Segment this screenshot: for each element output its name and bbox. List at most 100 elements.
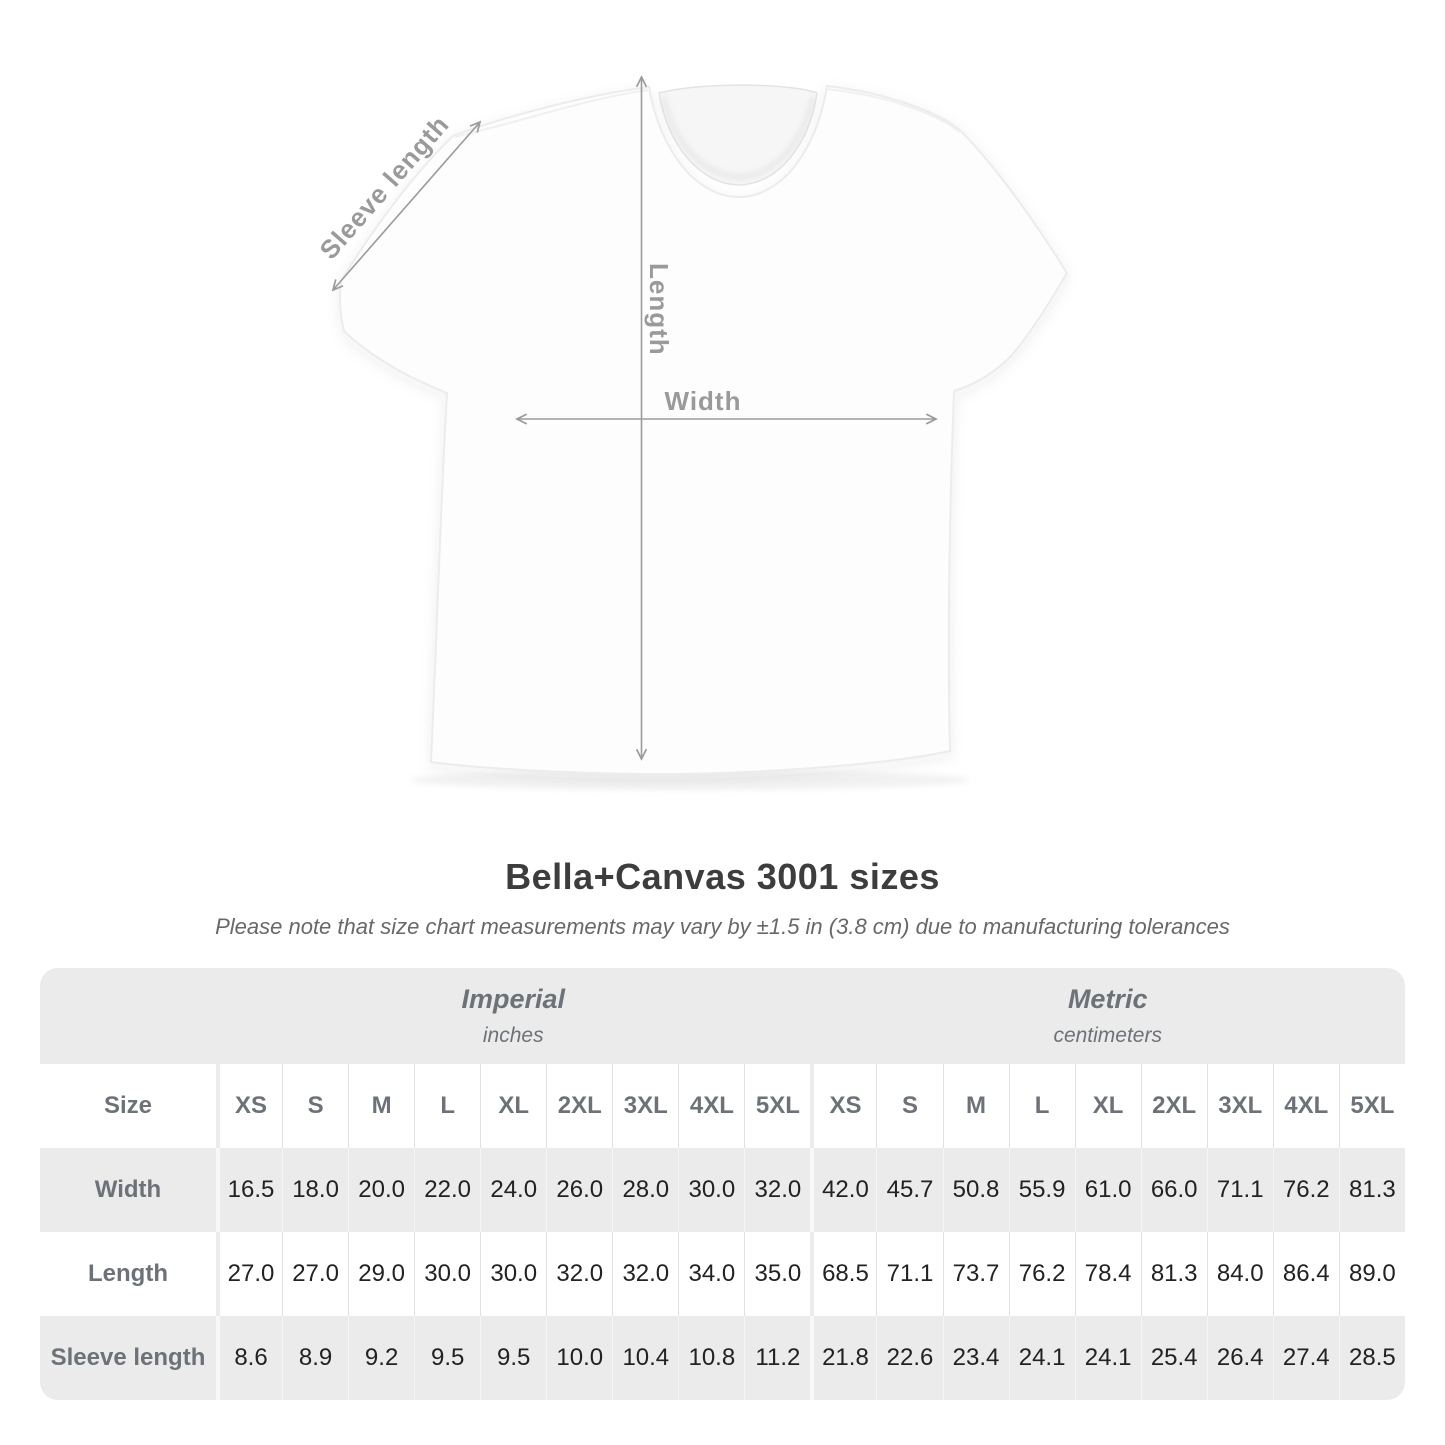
length-imperial-4xl: 34.0 [678,1232,744,1316]
length-imperial-xl: 30.0 [480,1232,546,1316]
collar-inner-shadow [660,96,816,180]
length-imperial-xs: 27.0 [216,1232,282,1316]
length-metric-3xl: 84.0 [1206,1232,1273,1316]
row-label-width: Width [94,1176,162,1203]
sleeve-length-metric-l: 24.1 [1008,1316,1075,1400]
size-col-metric-m: M [942,1064,1009,1148]
width-metric-4xl: 76.2 [1272,1148,1339,1232]
width-imperial-4xl: 30.0 [678,1148,744,1232]
measurement-row-length: Length 27.0 27.0 29.0 30.0 30.0 32.0 32.0 34.0 35… [40,1232,1405,1316]
tshirt-illustration [339,84,1069,790]
measurement-row-width: Width 16.5 18.0 20.0 22.0 24.0 26.0 28.0 30.0 32.… [40,1148,1405,1232]
length-metric-s: 71.1 [876,1232,942,1316]
width-metric-3xl: 71.1 [1206,1148,1273,1232]
size-col-imperial-m: M [348,1064,414,1148]
width-imperial-2xl: 26.0 [546,1148,612,1232]
sleeve-length-metric-xs: 21.8 [810,1316,876,1400]
length-metric-xs: 68.5 [810,1232,876,1316]
width-metric-m: 50.8 [942,1148,1009,1232]
size-col-imperial-2xl: 2XL [546,1064,612,1148]
metric-label: Metric [1067,984,1148,1014]
width-imperial-3xl: 28.0 [612,1148,678,1232]
length-imperial-l: 30.0 [414,1232,480,1316]
imperial-label: Imperial [461,984,565,1014]
length-imperial-s: 27.0 [282,1232,348,1316]
sleeve-length-metric-s: 22.6 [876,1316,942,1400]
size-col-imperial-xs: XS [216,1064,282,1148]
size-col-metric-xl: XL [1074,1064,1141,1148]
width-metric-2xl: 66.0 [1140,1148,1207,1232]
sleeve-length-metric-2xl: 25.4 [1140,1316,1207,1400]
size-col-metric-2xl: 2XL [1140,1064,1207,1148]
group-header-imperial: Imperial inches [216,968,811,1064]
tshirt-body [339,84,1069,776]
size-col-metric-s: S [876,1064,942,1148]
size-col-imperial-3xl: 3XL [612,1064,678,1148]
size-header-row: Size XS S M L XL 2XL 3XL 4XL 5XL XS S M L XL 2XL 3XL 4XL… [40,1064,1405,1148]
shoulder-seam-left [454,89,649,138]
size-chart-subtitle: Please note that size chart measurements… [215,914,1230,939]
sleeve-length-imperial-5xl: 11.2 [744,1316,810,1400]
sleeve-length-metric-3xl: 26.4 [1206,1316,1273,1400]
width-metric-l: 55.9 [1008,1148,1075,1232]
metric-unit-label: centimeters [1053,1024,1162,1047]
shoulder-seam-right [826,88,961,133]
width-imperial-s: 18.0 [282,1148,348,1232]
imperial-unit-label: inches [482,1024,544,1047]
length-metric-2xl: 81.3 [1140,1232,1207,1316]
size-table-wrap: Imperial inches Metric centimeters Size … [40,968,1405,1400]
size-col-metric-3xl: 3XL [1206,1064,1273,1148]
size-col-metric-l: L [1008,1064,1075,1148]
sleeve-length-imperial-xs: 8.6 [216,1316,282,1400]
width-label: Width [665,386,742,416]
width-metric-xl: 61.0 [1074,1148,1141,1232]
hem-shadow [410,770,970,790]
size-col-imperial-4xl: 4XL [678,1064,744,1148]
length-metric-xl: 78.4 [1074,1232,1141,1316]
sleeve-length-metric-xl: 24.1 [1074,1316,1141,1400]
length-imperial-m: 29.0 [348,1232,414,1316]
sleeve-length-imperial-m: 9.2 [348,1316,414,1400]
size-col-imperial-l: L [414,1064,480,1148]
size-table: Imperial inches Metric centimeters Size … [40,968,1405,1400]
group-header-spacer [40,968,216,1064]
width-imperial-l: 22.0 [414,1148,480,1232]
length-imperial-2xl: 32.0 [546,1232,612,1316]
width-metric-5xl: 81.3 [1338,1148,1405,1232]
sleeve-length-imperial-s: 8.9 [282,1316,348,1400]
sleeve-length-imperial-l: 9.5 [414,1316,480,1400]
size-header-label: Size [103,1092,153,1119]
sleeve-length-imperial-4xl: 10.8 [678,1316,744,1400]
size-col-imperial-5xl: 5XL [744,1064,810,1148]
sleeve-length-imperial-3xl: 10.4 [612,1316,678,1400]
row-label-length: Length [88,1260,168,1287]
length-imperial-3xl: 32.0 [612,1232,678,1316]
group-header-metric: Metric centimeters [810,968,1405,1064]
size-col-imperial-s: S [282,1064,348,1148]
size-col-metric-5xl: 5XL [1338,1064,1405,1148]
size-chart-title: Bella+Canvas 3001 sizes [505,856,940,897]
width-imperial-xs: 16.5 [216,1148,282,1232]
measurement-row-sleeve-length: Sleeve length 8.6 8.9 9.2 9.5 9.5 10.0 10.4 10.8… [40,1316,1405,1400]
width-metric-s: 45.7 [876,1148,942,1232]
sleeve-length-imperial-2xl: 10.0 [546,1316,612,1400]
sleeve-length-imperial-xl: 9.5 [480,1316,546,1400]
size-col-metric-xs: XS [810,1064,876,1148]
width-metric-xs: 42.0 [810,1148,876,1232]
width-imperial-m: 20.0 [348,1148,414,1232]
width-imperial-5xl: 32.0 [744,1148,810,1232]
size-table-body: Width 16.5 18.0 20.0 22.0 24.0 26.0 28.0 30.0 32.… [40,1148,1405,1400]
sleeve-length-metric-4xl: 27.4 [1272,1316,1339,1400]
sleeve-length-metric-5xl: 28.5 [1338,1316,1405,1400]
sleeve-length-arrow [333,122,480,290]
shirt-measurement-diagram: Sleeve length Length Width [313,0,1069,790]
group-header-row: Imperial inches Metric centimeters [40,968,1405,1064]
length-metric-l: 76.2 [1008,1232,1075,1316]
size-col-imperial-xl: XL [480,1064,546,1148]
sleeve-length-metric-m: 23.4 [942,1316,1009,1400]
row-label-sleeve-length: Sleeve length [50,1344,206,1371]
length-metric-4xl: 86.4 [1272,1232,1339,1316]
size-col-metric-4xl: 4XL [1272,1064,1339,1148]
length-metric-5xl: 89.0 [1338,1232,1405,1316]
length-imperial-5xl: 35.0 [744,1232,810,1316]
